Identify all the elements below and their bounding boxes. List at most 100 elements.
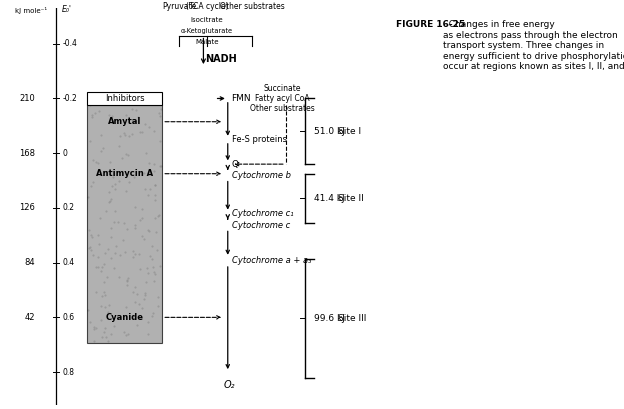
Point [150,268,160,275]
Text: Cytochrome a + a₃: Cytochrome a + a₃ [232,256,311,265]
Point [99,260,109,267]
Point [85,232,95,238]
Text: 0.6: 0.6 [62,313,74,322]
Text: Site I: Site I [338,127,361,136]
Point [143,270,153,277]
Point [119,328,129,335]
Point [153,303,163,309]
Point [130,225,140,231]
Point [108,174,118,181]
Point [128,254,138,261]
Point [140,289,150,296]
Point [128,288,138,295]
Point [91,264,101,270]
Point [115,133,125,139]
Point [108,117,118,124]
Point [127,315,137,321]
Point [108,118,118,125]
Point [106,330,116,337]
Point [152,293,162,300]
Text: 41.4 kJ: 41.4 kJ [314,194,344,203]
Point [105,234,115,240]
Bar [87,92,162,105]
Point [140,185,150,192]
Point [135,265,145,272]
Point [134,251,144,257]
Point [96,132,106,139]
Text: 42: 42 [24,313,35,322]
Point [106,254,116,261]
Point [150,215,160,222]
Point [97,263,107,270]
Point [83,307,93,313]
Point [105,196,115,203]
Point [84,227,94,233]
Point [101,334,111,341]
Point [150,271,160,278]
Point [122,282,132,289]
Point [143,330,153,337]
Text: kJ mole⁻¹: kJ mole⁻¹ [15,7,47,13]
Point [141,150,151,156]
Point [128,248,138,255]
Point [89,324,99,330]
Point [152,229,162,235]
Point [152,247,162,253]
Text: 0.8: 0.8 [62,368,74,377]
Point [130,106,140,113]
Point [121,304,131,310]
Point [137,206,147,212]
Point [145,186,155,192]
Point [153,100,163,106]
Point [114,143,124,149]
Point [109,265,119,272]
Point [123,151,133,158]
Point [144,160,154,166]
Point [130,299,140,306]
Point [114,178,124,184]
Text: Fatty acyl CoA: Fatty acyl CoA [255,94,310,103]
Point [85,138,95,144]
Point [90,159,100,165]
Point [156,106,166,112]
Point [100,304,110,310]
Point [115,252,125,258]
Point [120,132,130,139]
Text: α-Ketoglutarate: α-Ketoglutarate [181,28,233,34]
Text: 126: 126 [19,203,35,212]
Point [121,332,131,338]
Point [94,91,104,97]
Point [155,162,165,169]
Point [99,288,109,295]
Point [112,243,122,250]
Point [119,129,129,136]
Point [100,250,110,256]
Point [110,181,120,187]
Point [135,217,145,224]
Point [120,151,130,157]
Point [94,108,104,115]
Point [120,100,130,106]
Point [83,194,93,200]
Point [140,292,150,299]
Point [150,192,160,199]
Text: (TCA cycle): (TCA cycle) [186,2,228,11]
Point [113,218,123,225]
Text: -0.2: -0.2 [62,94,77,103]
Point [114,274,124,281]
Point [102,273,112,280]
Point [154,110,163,116]
Point [104,112,114,119]
Point [121,187,131,194]
Point [106,225,116,231]
Point [122,277,132,284]
Point [88,179,98,185]
Text: -0.4: -0.4 [62,39,77,48]
Point [122,276,132,283]
Text: Inhibitors: Inhibitors [105,94,145,103]
Point [84,245,94,252]
Point [154,212,163,219]
Point [149,128,159,134]
Point [103,246,113,252]
Text: 168: 168 [19,149,35,158]
